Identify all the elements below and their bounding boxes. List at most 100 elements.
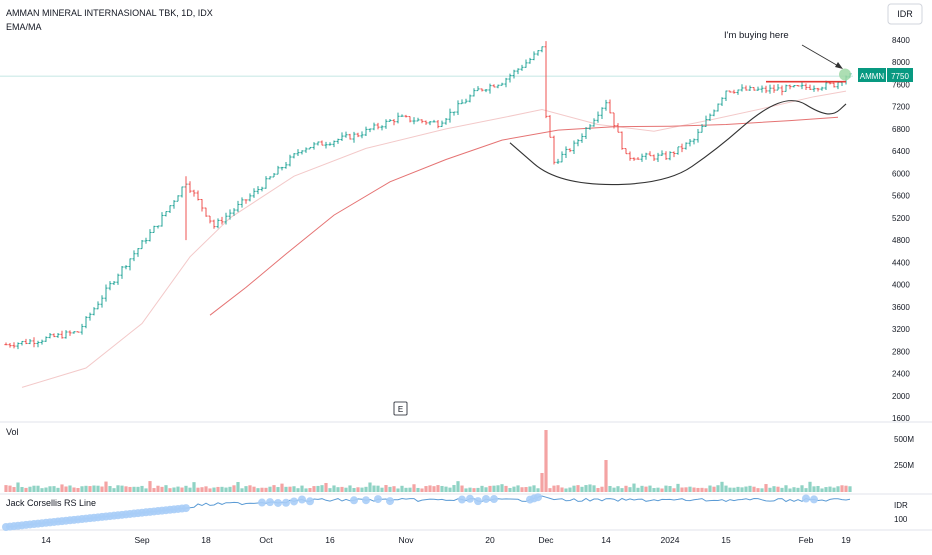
volume-bar (696, 487, 700, 492)
volume-bar (384, 485, 388, 492)
candle (224, 212, 228, 225)
candle (316, 141, 320, 146)
volume-bar (668, 486, 672, 492)
volume-bar (660, 488, 664, 492)
candle (272, 172, 276, 178)
volume-bar (432, 486, 436, 492)
candle (420, 119, 424, 124)
volume-bar (312, 486, 316, 492)
candle (324, 141, 328, 149)
volume-bar (484, 487, 488, 492)
currency-button[interactable]: IDR (887, 3, 923, 25)
buy-point-marker (839, 68, 851, 81)
volume-bar (716, 485, 720, 492)
volume-bar (68, 485, 72, 492)
candle (152, 225, 156, 233)
candle (784, 84, 788, 92)
events-marker[interactable]: E (393, 401, 408, 416)
candle (600, 107, 604, 119)
volume-bar (104, 481, 108, 492)
volume-bar (416, 487, 420, 492)
volume-bar (636, 487, 640, 492)
volume-bar (140, 485, 144, 492)
annotation-text: I'm buying here (724, 30, 789, 41)
volume-bar (72, 487, 76, 492)
candle (656, 152, 660, 162)
volume-bar (88, 486, 92, 492)
candle (332, 140, 336, 148)
volume-bar (256, 488, 260, 492)
candle (384, 119, 388, 129)
volume-bar (316, 485, 320, 492)
candle (304, 147, 308, 153)
rs-new-high-dot (282, 498, 290, 507)
volume-bar (536, 488, 540, 492)
volume-tick-500: 500M (894, 435, 914, 444)
volume-bar (464, 488, 468, 492)
x-tick-label: Oct (259, 535, 273, 545)
volume-bar (232, 485, 236, 492)
candle (80, 323, 84, 335)
candle (208, 215, 212, 224)
candle (328, 142, 332, 146)
candle (556, 158, 560, 164)
volume-bar (148, 481, 152, 492)
volume-bar (200, 487, 204, 492)
volume-bar (540, 473, 544, 492)
candle (408, 116, 412, 123)
candle (344, 131, 348, 138)
rs-new-high-dot (266, 498, 274, 507)
candle (548, 115, 552, 138)
candle (708, 113, 712, 122)
svg-text:E: E (398, 405, 403, 414)
volume-bar (604, 460, 608, 492)
volume-bar (328, 488, 332, 492)
y-tick-label: 2400 (892, 370, 910, 379)
candle (76, 331, 80, 333)
candle (712, 109, 716, 117)
volume-bar (336, 487, 340, 492)
volume-bar (580, 486, 584, 492)
volume-bar (44, 487, 48, 492)
volume-bar (584, 485, 588, 492)
volume-bar (616, 486, 620, 492)
candle (12, 342, 16, 349)
candle (136, 248, 140, 257)
candle (576, 139, 580, 147)
candle (496, 84, 500, 89)
candle (260, 186, 264, 192)
candle (484, 88, 488, 93)
y-tick-label: 6000 (892, 169, 910, 178)
candle (448, 108, 452, 123)
volume-bar (124, 486, 128, 492)
candle (536, 50, 540, 56)
candle (512, 69, 516, 79)
volume-bar (76, 488, 80, 492)
candle (728, 90, 732, 93)
x-tick-label: 20 (485, 535, 495, 545)
volume-bar (20, 486, 24, 492)
candle (524, 59, 528, 68)
volume-bar (752, 486, 756, 492)
volume-bar (812, 486, 816, 492)
candle (104, 284, 108, 302)
volume-bar (816, 485, 820, 492)
candle (236, 200, 240, 213)
ma-line (209, 116, 839, 316)
y-tick-label: 7200 (892, 103, 910, 112)
volume-bar (236, 482, 240, 492)
candle (216, 218, 220, 229)
candle (264, 176, 268, 189)
candle (156, 225, 160, 229)
candle (244, 199, 248, 204)
rs-new-high-dot (182, 504, 190, 513)
candle (796, 84, 800, 87)
volume-bar (824, 487, 828, 492)
volume-bar (848, 486, 852, 492)
volume-bar (788, 488, 792, 492)
candle (736, 89, 740, 95)
volume-bar (844, 485, 848, 492)
volume-bar (412, 484, 416, 492)
y-tick-label: 5600 (892, 192, 910, 201)
volume-bar (508, 487, 512, 492)
